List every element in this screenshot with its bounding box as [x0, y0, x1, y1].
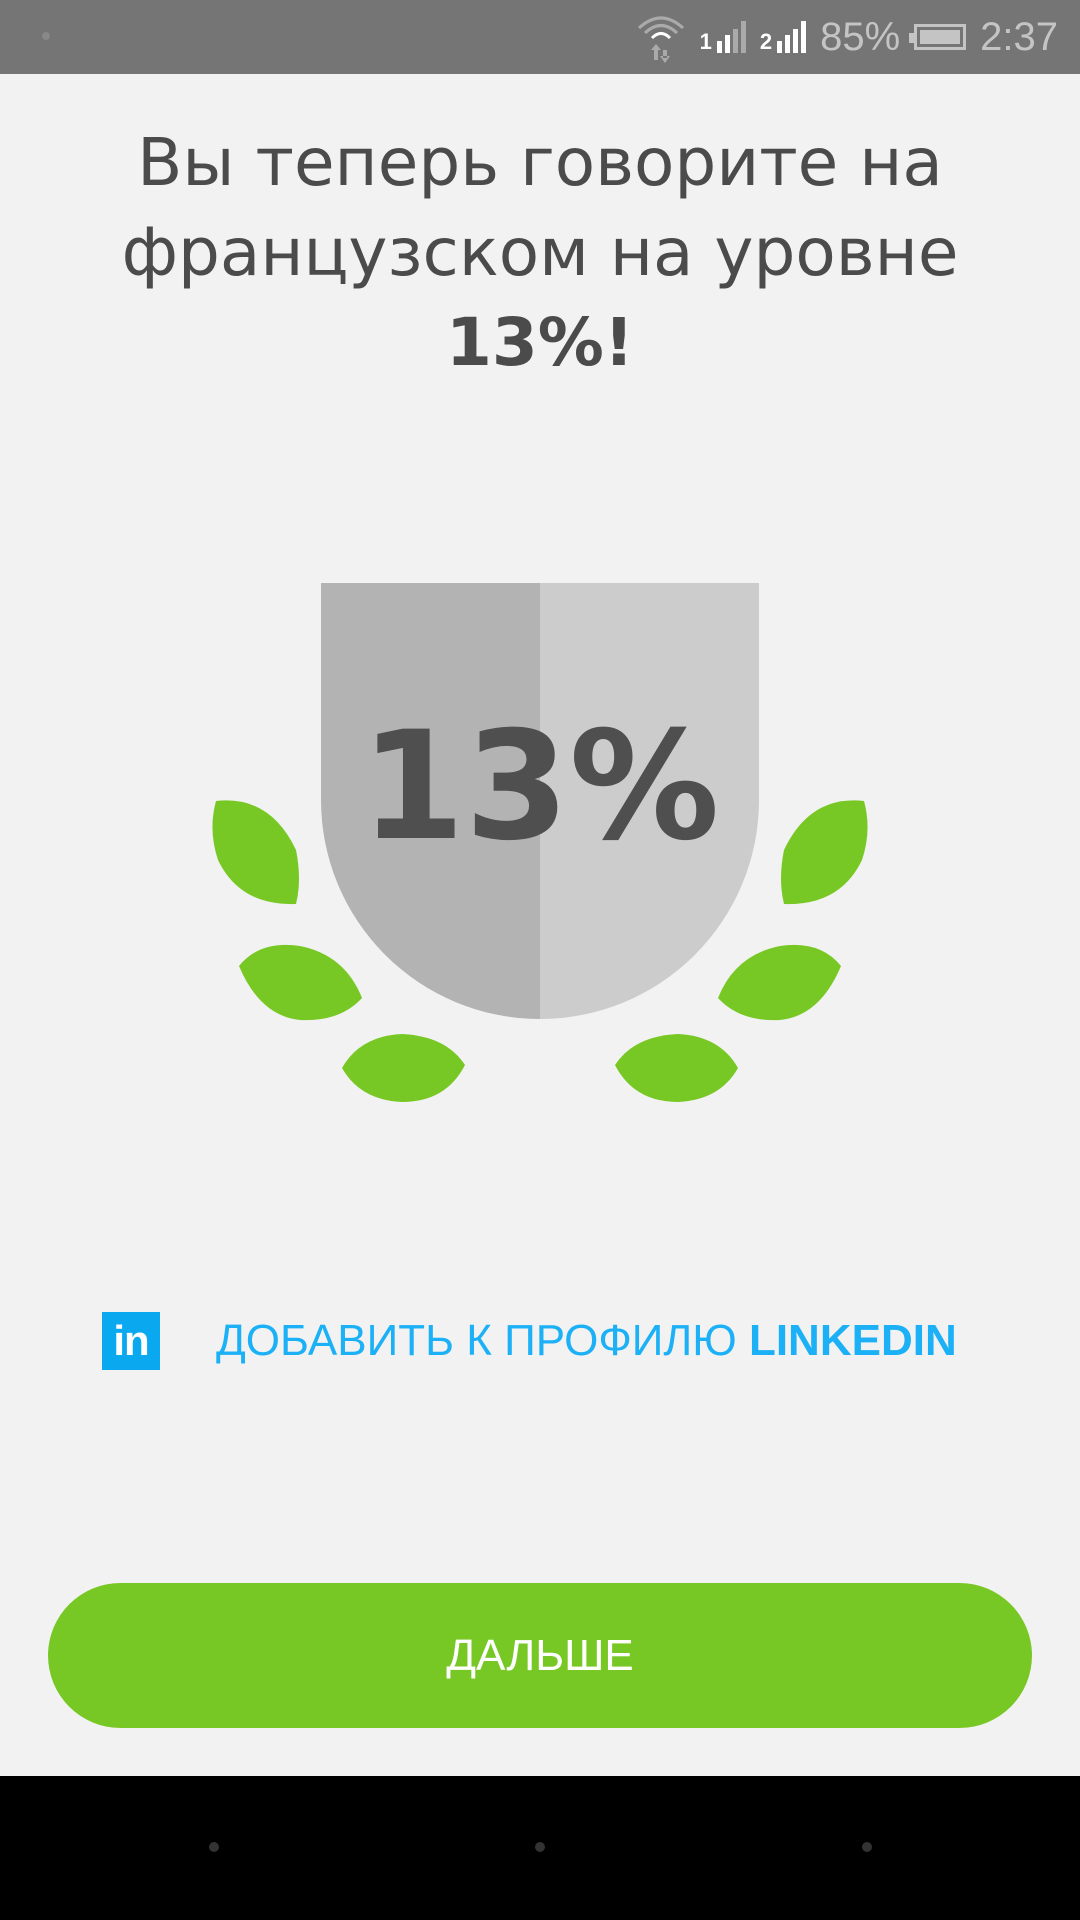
continue-button[interactable]: ДАЛЬШЕ — [48, 1583, 1032, 1728]
signal-sim1-icon: 1 — [700, 21, 746, 53]
fluency-badge: 13% — [212, 583, 868, 1102]
nav-recents-button[interactable] — [862, 1842, 872, 1852]
linkedin-label-regular: ДОБАВИТЬ К ПРОФИЛЮ — [216, 1316, 749, 1365]
leaf-icon — [781, 800, 868, 905]
leaf-icon — [212, 800, 299, 905]
wifi-icon — [637, 16, 684, 63]
notification-dot — [42, 32, 50, 40]
clock: 2:37 — [980, 14, 1058, 59]
page-title: Вы теперь говорите на французском на уро… — [40, 118, 1040, 388]
laurel-right — [615, 800, 868, 1102]
linkedin-icon: in — [102, 1312, 160, 1370]
status-bar: 1 2 85% 2:37 — [0, 0, 1080, 74]
title-percent: 13%! — [445, 304, 635, 381]
linkedin-label-bold: LINKEDIN — [748, 1316, 957, 1365]
title-line-1: Вы теперь говорите на — [137, 124, 943, 201]
nav-back-button[interactable] — [209, 1842, 219, 1852]
laurel-left — [212, 800, 465, 1102]
nav-home-button[interactable] — [535, 1842, 545, 1852]
sim2-label: 2 — [759, 29, 773, 54]
badge-percent-text: 13% — [360, 700, 719, 874]
add-to-linkedin-link[interactable]: in ДОБАВИТЬ К ПРОФИЛЮ LINKEDIN — [102, 1312, 957, 1370]
battery-icon — [909, 24, 967, 50]
leaf-icon — [615, 1034, 738, 1102]
sim1-label: 1 — [699, 29, 712, 54]
shield-right-half — [540, 583, 759, 1019]
leaf-icon — [239, 944, 362, 1021]
title-line-2: французском на уровне — [121, 214, 959, 291]
linkedin-label: ДОБАВИТЬ К ПРОФИЛЮ LINKEDIN — [216, 1316, 957, 1366]
navigation-bar — [0, 1776, 1080, 1920]
signal-sim2-icon: 2 — [759, 21, 807, 54]
leaf-icon — [342, 1034, 465, 1102]
leaf-icon — [718, 944, 841, 1021]
battery-percent: 85% — [820, 14, 901, 59]
shield-left-half — [321, 583, 540, 1019]
